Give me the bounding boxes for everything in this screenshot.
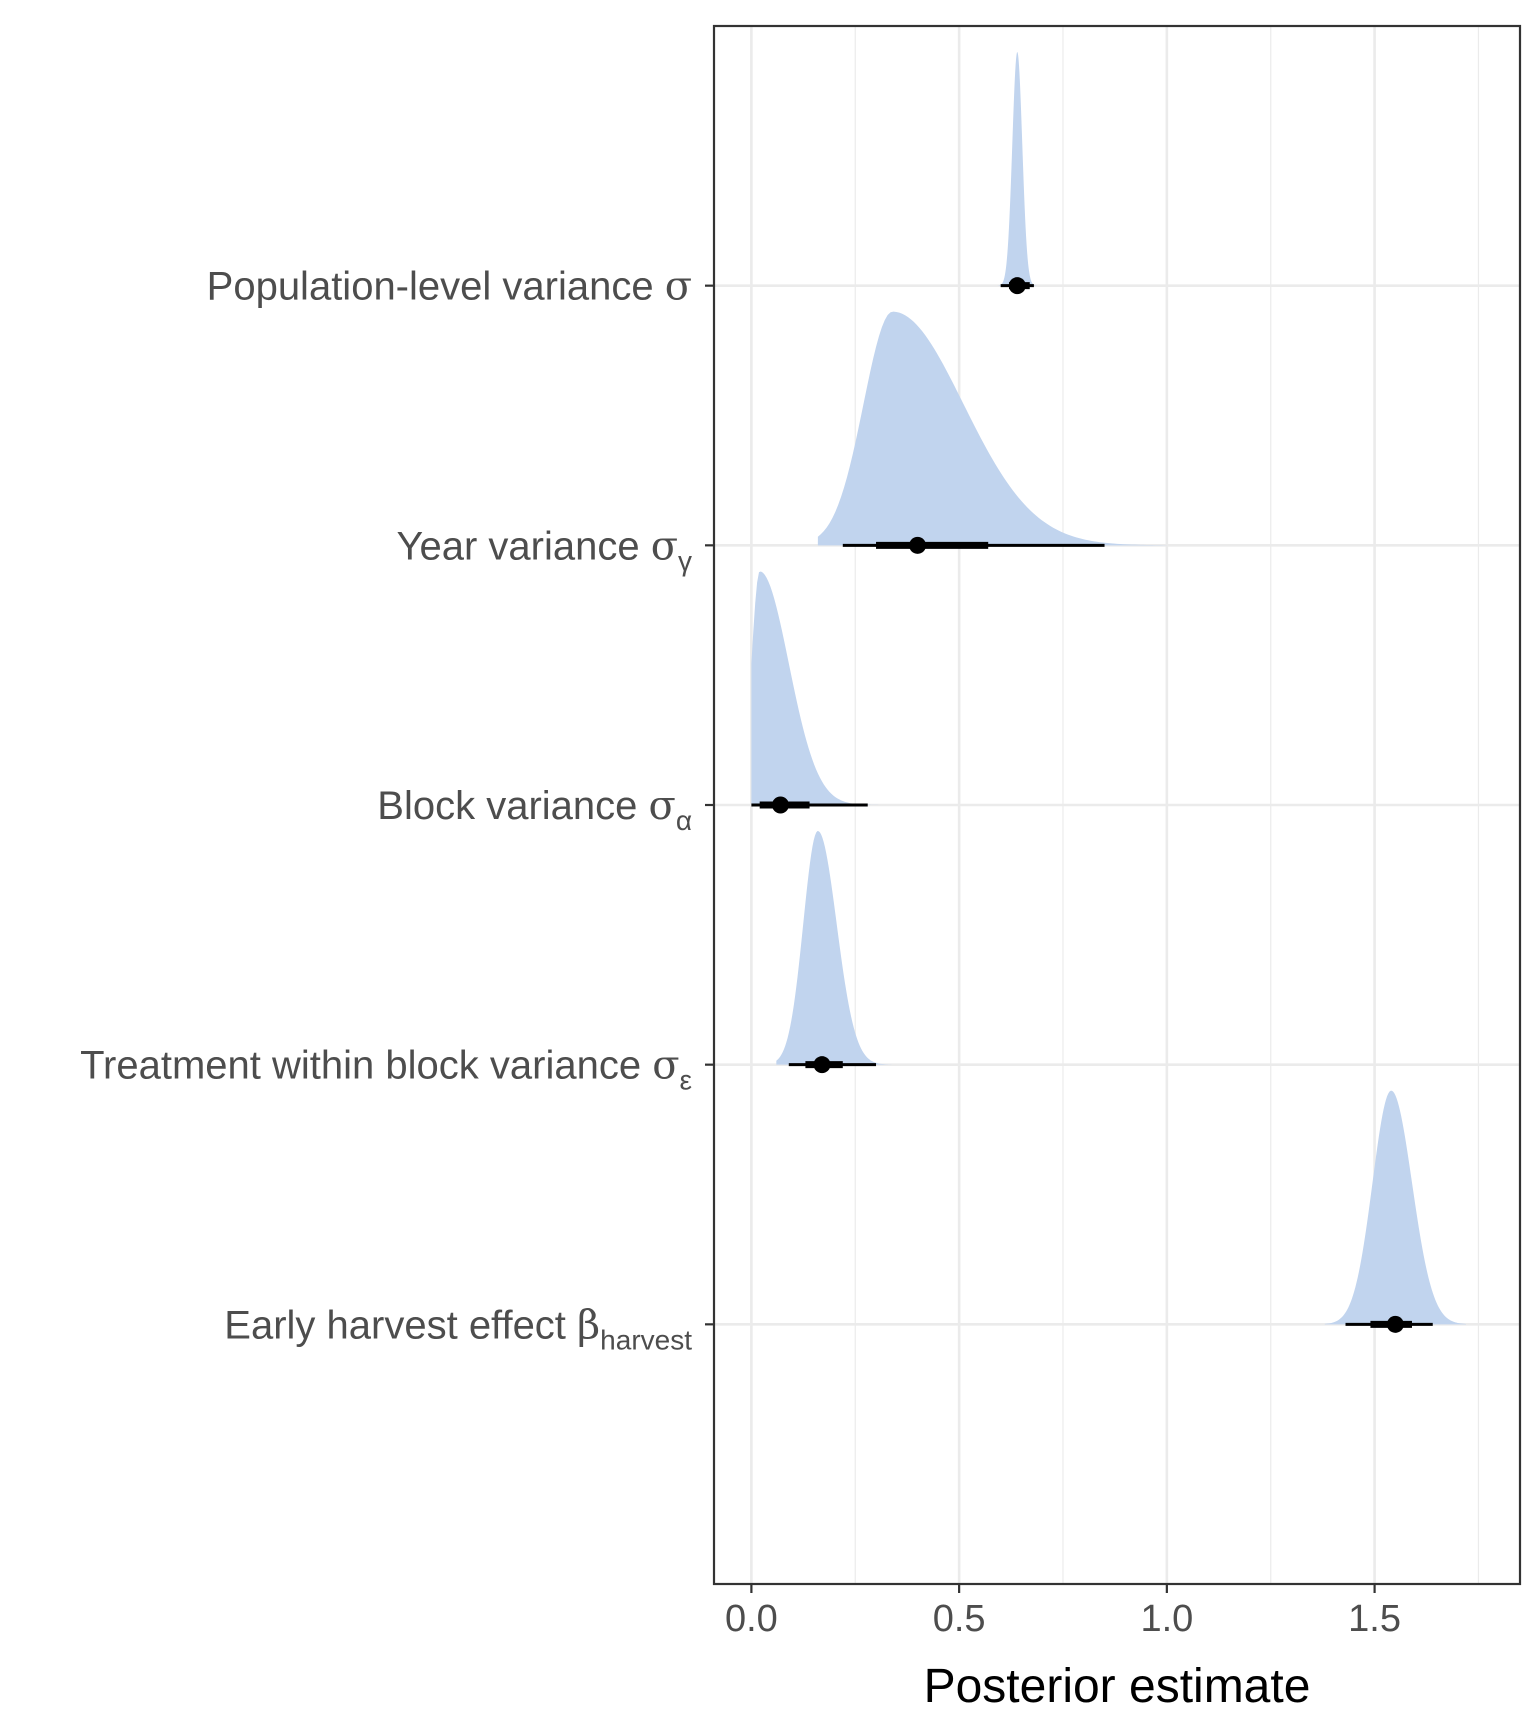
category-label-3: Treatment within block variance σε [80,1043,692,1096]
category-label-text: Early harvest effect [224,1303,577,1347]
median-point-3 [813,1056,831,1074]
category-label-text: Treatment within block variance [80,1044,652,1088]
category-symbol: σ [652,1043,679,1089]
category-symbol: σ [649,783,676,829]
category-symbol: σ [665,264,692,310]
category-symbol: σ [651,523,678,569]
x-tick-label: 1.0 [1140,1598,1193,1640]
category-subscript: α [676,805,692,836]
density-layer [751,51,1466,1325]
density-3 [776,831,926,1065]
category-label-2: Block variance σα [377,783,692,836]
category-subscript: harvest [600,1324,692,1355]
x-tick-label: 0.0 [725,1598,778,1640]
x-tick-label: 1.5 [1348,1598,1401,1640]
median-point-0 [1008,277,1026,295]
density-1 [817,311,1167,546]
category-subscript: ε [680,1065,692,1096]
density-2 [751,571,980,805]
x-axis-title: Posterior estimate [924,1660,1311,1713]
category-symbol: β [577,1302,600,1348]
density-4 [1324,1090,1466,1325]
category-label-text: Block variance [377,784,648,828]
category-label-text: Year variance [396,524,650,568]
density-0 [996,51,1047,286]
category-label-4: Early harvest effect βharvest [224,1302,692,1355]
median-point-1 [909,536,927,554]
category-label-text: Population-level variance [207,265,665,309]
x-tick-label: 0.5 [933,1598,986,1640]
category-subscript: γ [678,545,692,576]
median-point-4 [1386,1315,1404,1333]
median-point-2 [771,796,789,814]
category-label-0: Population-level variance σ [207,264,692,310]
interval-layer [751,277,1433,1333]
axis-layer: 0.0 0.5 1.0 1.5 [705,284,1401,1640]
category-label-1: Year variance σγ [396,523,692,576]
